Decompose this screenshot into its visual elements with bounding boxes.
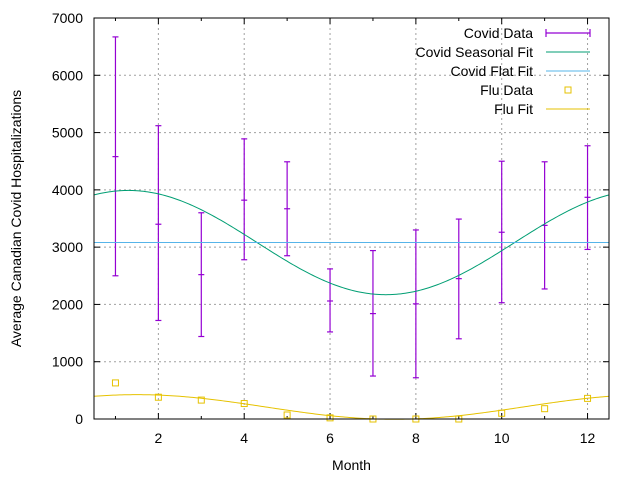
- x-tick-label: 8: [412, 430, 420, 446]
- x-tick-label: 4: [240, 430, 248, 446]
- series: [93, 36, 610, 423]
- x-tick-label: 2: [154, 430, 162, 446]
- legend-item: Covid Seasonal Fit: [415, 44, 590, 60]
- y-tick-label: 1000: [52, 354, 83, 370]
- data-point: [111, 379, 119, 387]
- data-point: [369, 249, 376, 377]
- data-point: [155, 125, 162, 322]
- data-point: [284, 161, 291, 257]
- data-point: [455, 218, 462, 340]
- data-point: [326, 414, 334, 422]
- legend-label: Covid Data: [464, 25, 533, 41]
- data-point: [283, 411, 291, 419]
- data-point: [198, 212, 205, 338]
- data-point: [197, 396, 205, 404]
- legend-label: Flu Fit: [494, 101, 533, 117]
- y-tick-label: 3000: [52, 239, 83, 255]
- y-axis-label: Average Canadian Covid Hospitalizations: [8, 90, 24, 347]
- x-tick-label: 10: [494, 430, 510, 446]
- data-point: [412, 229, 419, 379]
- data-point: [498, 160, 505, 304]
- data-point: [584, 145, 591, 251]
- y-tick-label: 5000: [52, 125, 83, 141]
- data-point: [327, 268, 334, 333]
- y-tick-label: 4000: [52, 182, 83, 198]
- y-tick-label: 7000: [52, 10, 83, 26]
- series-line-covid-seasonal-fit: [93, 189, 610, 296]
- x-tick-label: 6: [326, 430, 334, 446]
- x-tick-label: 12: [580, 430, 596, 446]
- legend-item: Covid Flat Fit: [451, 63, 590, 79]
- data-point: [154, 393, 162, 401]
- legend-item: Covid Data: [464, 25, 591, 41]
- legend-swatch: [564, 86, 572, 94]
- data-point: [112, 36, 119, 277]
- y-tick-label: 6000: [52, 67, 83, 83]
- legend-label: Covid Flat Fit: [451, 63, 534, 79]
- data-point: [541, 405, 549, 413]
- legend-label: Flu Data: [480, 82, 533, 98]
- data-point: [241, 138, 248, 261]
- x-axis-label: Month: [332, 457, 371, 473]
- legend-item: Flu Fit: [494, 101, 590, 117]
- plot-frame: [93, 17, 610, 420]
- legend-label: Covid Seasonal Fit: [415, 44, 533, 60]
- y-tick-label: 2000: [52, 296, 83, 312]
- y-tick-label: 0: [75, 411, 83, 427]
- series-line-flu-fit: [93, 394, 610, 420]
- legend-item: Flu Data: [480, 82, 572, 98]
- legend: Covid Data Covid Seasonal Fit Covid Flat F…: [415, 25, 591, 117]
